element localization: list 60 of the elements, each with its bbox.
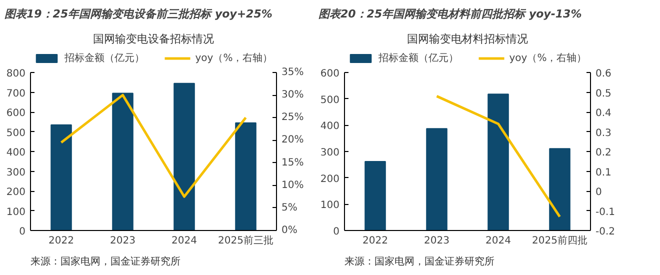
y-tick-label: 400 [6,148,26,158]
bar [50,124,72,230]
source-note: 来源：国家电网，国金证券研究所 [30,256,180,268]
y-tick-label: 100 [320,200,340,212]
bar [426,128,448,230]
y2-tick-label: 0.2 [596,148,612,158]
x-tick-label: 2022 [362,236,388,246]
bar [364,161,386,230]
y2-tick-label: 0 [596,187,602,198]
legend-label: 招标金额（亿元） [64,52,144,65]
y-tick-label: 300 [320,148,340,158]
y-tick-label: 600 [6,108,26,119]
chart-subtitle: 国网输变电材料招标情况 [407,32,528,46]
y2-tick-label: 0.4 [596,108,612,119]
chart-subtitle: 国网输变电设备招标情况 [93,32,214,46]
y2-tick-label: 10% [282,180,304,191]
y-tick-label: 300 [6,167,26,178]
x-tick-label: 2025前三批 [218,234,274,246]
bar [174,82,195,230]
y2-tick-label: 0.5 [596,88,612,100]
x-tick-label: 2022 [48,236,74,246]
chart-title: 图表20：25年国网输变电材料前四批招标 yoy-13% [318,8,582,20]
legend-label: yoy（%，右轴） [195,52,273,65]
y-tick-label: 500 [6,128,26,139]
x-tick-label: 2025前四批 [532,234,588,246]
y2-tick-label: 0.1 [596,167,612,178]
y2-tick-label: -0.2 [596,226,616,238]
x-tick-label: 2024 [486,236,511,246]
y2-tick-label: -0.1 [596,206,616,218]
y2-tick-label: 0% [282,225,298,236]
y-tick-label: 200 [6,187,26,198]
y-tick-label: 500 [320,94,340,106]
bar [112,92,134,230]
y2-tick-label: 15% [282,157,304,168]
y-tick-label: 0 [19,226,26,238]
y-tick-label: 0 [333,226,340,238]
y-tick-label: 800 [6,68,26,80]
y2-tick-label: 35% [282,67,304,78]
y2-tick-label: 25% [282,112,304,124]
source-note: 来源：国家电网，国金证券研究所 [344,256,494,268]
y2-tick-label: 30% [282,90,304,101]
chart-title: 图表19：25年国网输变电设备前三批招标 yoy+25% [4,8,272,20]
bar [488,94,509,230]
y2-tick-label: 0.6 [596,68,612,80]
y-tick-label: 200 [320,174,340,185]
y-tick-label: 100 [6,206,26,218]
bar [235,122,256,230]
line-series [60,94,247,198]
y-tick-label: 600 [320,68,340,80]
y2-tick-label: 5% [282,202,298,214]
legend-label: 招标金额（亿元） [378,52,458,65]
x-tick-label: 2023 [424,236,450,246]
y-tick-label: 400 [320,121,340,132]
x-tick-label: 2023 [110,236,136,246]
bar [549,148,570,230]
x-tick-label: 2024 [172,236,197,246]
y2-tick-label: 20% [282,134,304,146]
legend-label: yoy（%，右轴） [509,52,587,65]
y-tick-label: 700 [6,88,26,100]
y2-tick-label: 0.3 [596,128,612,139]
